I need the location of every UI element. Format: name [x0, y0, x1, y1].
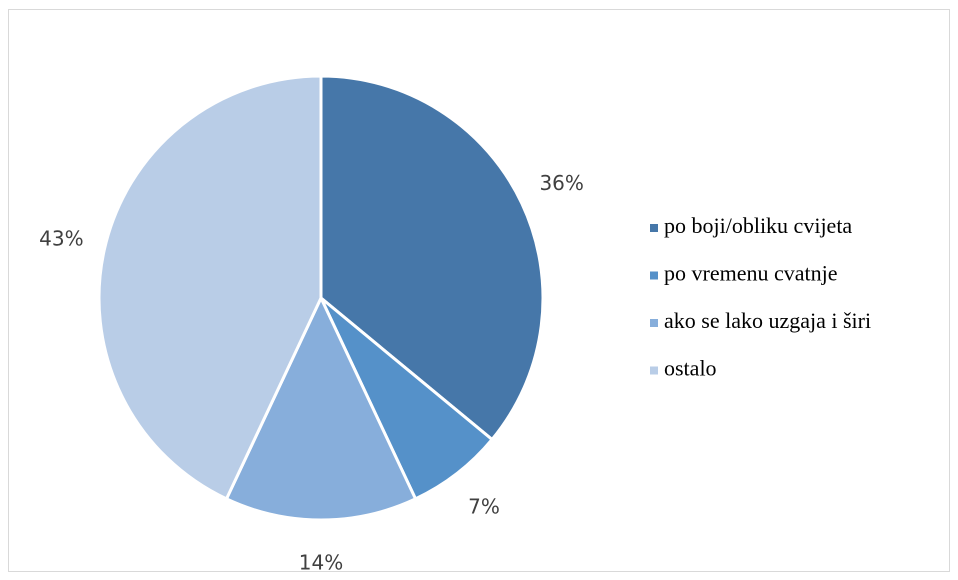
legend-swatch	[650, 319, 658, 327]
legend-label: ako se lako uzgaja i širi	[664, 308, 871, 333]
data-label: 14%	[299, 551, 343, 575]
legend-swatch	[650, 224, 658, 232]
pie-slice	[319, 74, 545, 442]
pie-slice	[97, 74, 323, 501]
data-label: 43%	[39, 226, 83, 250]
legend-swatch	[650, 271, 658, 280]
legend-label: po boji/obliku cvijeta	[664, 213, 852, 238]
pie-slice	[224, 294, 418, 522]
data-label: 7%	[468, 495, 500, 519]
legend-label: po vremenu cvatnje	[664, 261, 838, 286]
legend-label: ostalo	[664, 356, 717, 381]
legend-swatch	[650, 366, 658, 375]
data-label: 36%	[539, 171, 583, 195]
